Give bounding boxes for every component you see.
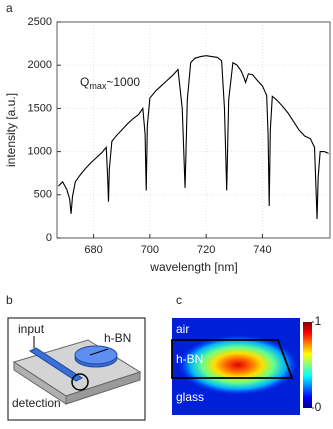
- annotation: Qmax~1000: [80, 75, 140, 91]
- waveguide: [28, 347, 84, 382]
- hbn-outline: [171, 339, 294, 379]
- x-tick-label: 740: [253, 244, 271, 256]
- x-tick-label: 680: [84, 244, 102, 256]
- x-axis-label: wavelength [nm]: [149, 260, 237, 274]
- substrate-front: [65, 371, 141, 405]
- label: input: [18, 322, 45, 336]
- plot-area: 0 500 1000 1500 2000 2500 680 700 720 740: [28, 16, 331, 256]
- arrow: [89, 348, 109, 356]
- colorbar: [303, 322, 312, 408]
- colorbar-ticks: 01: [312, 314, 322, 414]
- label: detection: [12, 396, 61, 410]
- region-label: glass: [176, 390, 204, 404]
- panel-label: c: [176, 293, 182, 307]
- y-tick-label: 500: [34, 189, 52, 201]
- x-tick-label: 720: [197, 244, 215, 256]
- colorbar-tick-label: 0: [315, 400, 322, 414]
- y-tick-label: 0: [46, 232, 52, 244]
- y-tick-label: 2500: [28, 16, 52, 28]
- detection-marker: [71, 373, 89, 391]
- annotation-text: Q: [80, 75, 89, 89]
- annotation-rest: ~1000: [106, 75, 140, 89]
- y-tick-label: 2000: [28, 59, 52, 71]
- mode-profile: [178, 335, 298, 395]
- panel-label: a: [6, 1, 13, 15]
- annotation-sub: max: [89, 81, 107, 91]
- panel-label: b: [6, 293, 13, 307]
- axes-box: [56, 21, 331, 239]
- y-axis-label: intensity [a.u.]: [4, 93, 18, 167]
- x-tick-label: 700: [141, 244, 159, 256]
- colorbar-tick-label: 1: [315, 314, 322, 328]
- spectrum-line: [58, 55, 329, 220]
- region-label: air: [176, 322, 189, 336]
- label: h-BN: [104, 331, 131, 345]
- y-tick-label: 1500: [28, 102, 52, 114]
- disk-top: [74, 345, 118, 365]
- y-tick-label: 1000: [28, 146, 52, 158]
- region-label: h-BN: [176, 352, 203, 366]
